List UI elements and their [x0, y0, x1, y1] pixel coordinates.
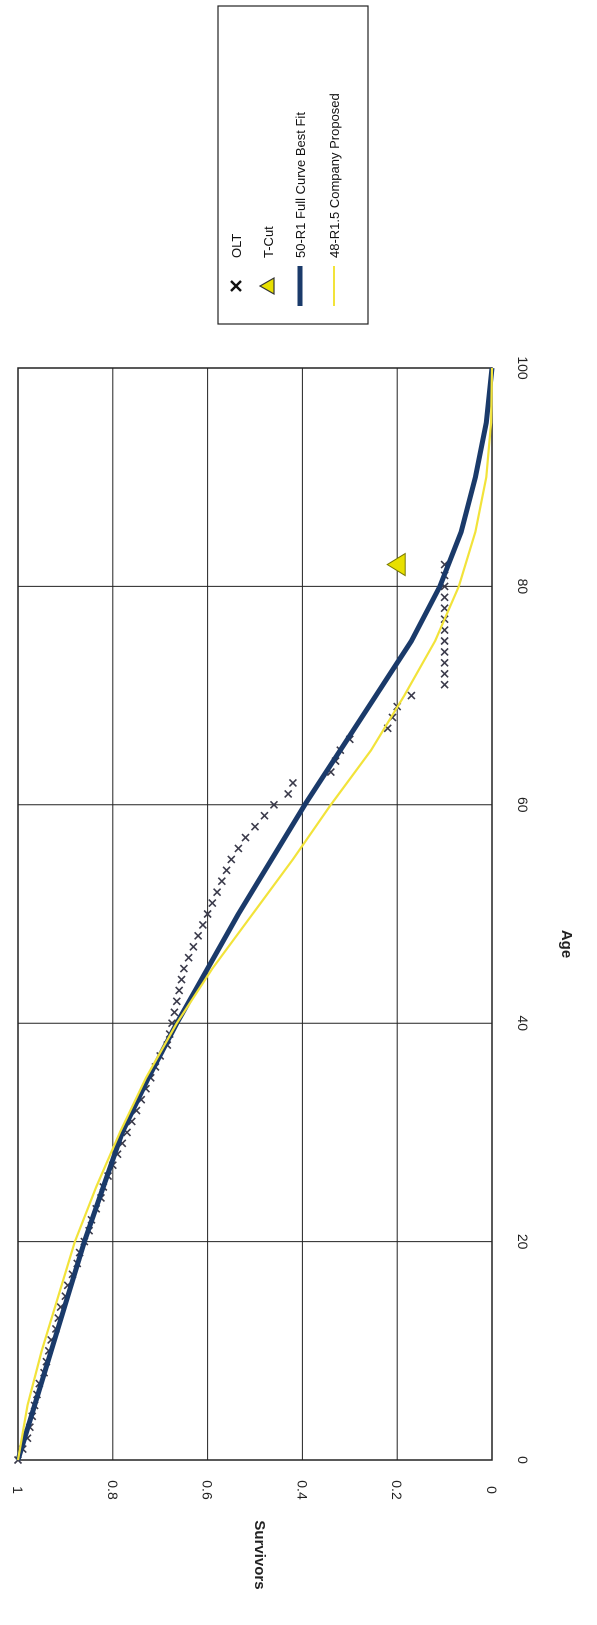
olt-point	[179, 964, 188, 973]
olt-point	[440, 647, 449, 656]
plot-area	[13, 367, 495, 1465]
olt-point	[203, 909, 212, 919]
gridlines	[17, 367, 493, 1461]
y-tick-label: 1	[10, 1486, 26, 1494]
x-tick-label: 60	[515, 797, 531, 813]
olt-point	[189, 942, 198, 951]
olt-point	[440, 680, 449, 689]
olt-point	[269, 800, 279, 809]
legend-label: 50-R1 Full Curve Best Fit	[293, 112, 308, 258]
olt-point	[440, 604, 449, 613]
series-line	[15, 367, 495, 1461]
t-cut-point	[386, 552, 406, 577]
y-tick-label: 0.2	[389, 1480, 405, 1500]
plot-frame	[17, 367, 493, 1461]
series-50-r1-full-curve-best-fit	[15, 367, 495, 1461]
olt-point	[260, 811, 269, 820]
olt-point	[184, 953, 193, 962]
olt-point	[440, 593, 449, 602]
series-layer	[13, 367, 495, 1465]
olt-point	[198, 920, 207, 929]
olt-point	[241, 833, 250, 842]
olt-point	[440, 636, 449, 646]
legend: OLT T-Cut 50-R1 Full Curve Best Fit 48-R1.5…	[217, 5, 369, 325]
olt-point	[213, 888, 222, 897]
x-axis-title: Age	[558, 930, 575, 958]
olt-point	[175, 986, 184, 995]
olt-point	[440, 626, 449, 635]
x-tick-label: 80	[515, 579, 531, 595]
legend-label: 48-R1.5 Company Proposed	[327, 93, 342, 258]
olt-point	[284, 789, 293, 798]
olt-point	[177, 975, 186, 984]
y-axis-title: Survivors	[251, 1520, 268, 1589]
y-tick-label: 0.4	[294, 1480, 310, 1500]
olt-point	[217, 877, 226, 886]
olt-point	[288, 778, 297, 788]
olt-point	[440, 669, 449, 678]
tick-labels: 0 20 40 60 80 100 0 0.2 0.4 0.6 0.8 1	[10, 356, 531, 1500]
series-line	[16, 367, 494, 1461]
olt-point	[440, 658, 449, 667]
x-tick-label: 0	[515, 1456, 531, 1464]
legend-swatch	[230, 280, 242, 292]
olt-point	[234, 844, 243, 853]
olt-point	[250, 822, 260, 831]
legend-label: OLT	[229, 234, 244, 258]
y-tick-label: 0.8	[105, 1480, 121, 1500]
olt-point	[208, 899, 217, 908]
legend-label: T-Cut	[261, 226, 276, 258]
x-tick-label: 100	[515, 356, 531, 380]
olt-point	[222, 866, 231, 875]
legend-swatch	[258, 276, 275, 296]
legend-box	[217, 5, 369, 325]
y-tick-label: 0	[484, 1486, 500, 1494]
olt-point	[194, 931, 203, 940]
olt-point	[407, 691, 416, 700]
series-t-cut	[386, 552, 406, 577]
series-48-r1-5-company-proposed	[16, 367, 494, 1461]
olt-point	[170, 1008, 179, 1017]
olt-point	[172, 997, 181, 1006]
y-tick-label: 0.6	[200, 1480, 216, 1500]
olt-point	[227, 855, 236, 864]
x-tick-label: 40	[515, 1015, 531, 1031]
x-tick-label: 20	[515, 1234, 531, 1250]
